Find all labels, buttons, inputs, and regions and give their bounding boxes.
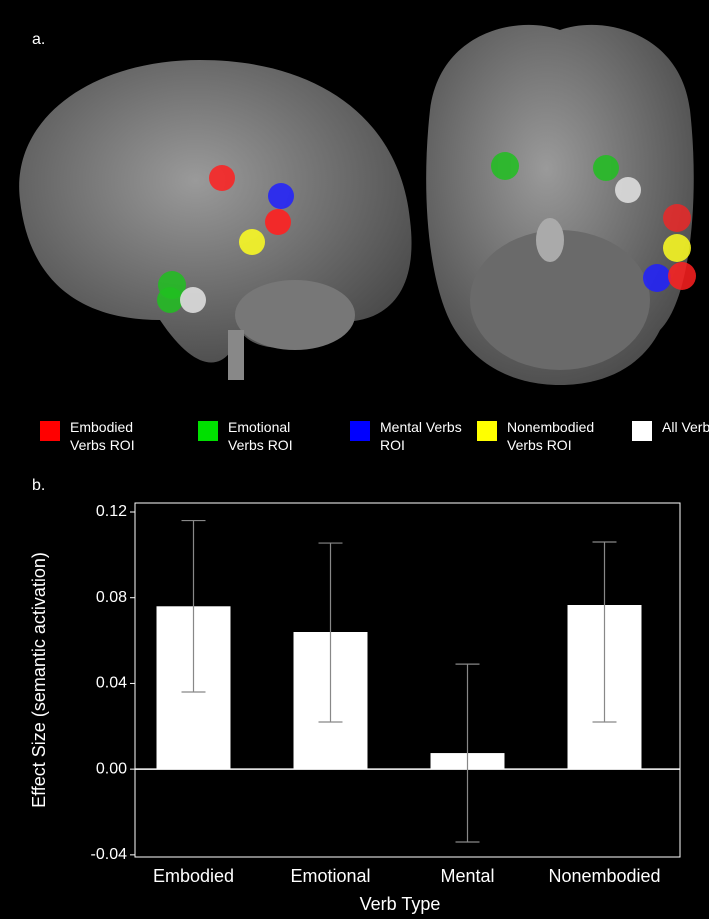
y-tick-label: 0.04 bbox=[96, 675, 127, 692]
panel-label: a. bbox=[32, 31, 45, 48]
legend-swatch bbox=[350, 421, 370, 441]
legend-item: Nonembodied Verbs ROI bbox=[477, 418, 599, 454]
y-tick-label: 0.08 bbox=[96, 589, 127, 606]
x-tick-label: Mental bbox=[440, 866, 494, 886]
brain-ventral bbox=[426, 24, 696, 385]
legend-label: Nonembodied Verbs ROI bbox=[507, 419, 595, 453]
y-tick-label: -0.04 bbox=[91, 846, 128, 863]
legend-item: All Verbs ROI bbox=[632, 418, 709, 441]
legend: Embodied Verbs ROI Emotional Verbs ROI Men… bbox=[40, 418, 709, 462]
legend-swatch bbox=[632, 421, 652, 441]
x-tick-label: Emotional bbox=[290, 866, 370, 886]
y-tick-label: 0.12 bbox=[96, 503, 127, 520]
legend-item: Mental Verbs ROI bbox=[350, 418, 472, 454]
legend-item: Emotional Verbs ROI bbox=[198, 418, 320, 454]
y-tick-label: 0.00 bbox=[96, 760, 127, 777]
legend-label: Emotional Verbs ROI bbox=[228, 419, 293, 453]
x-tick-label: Embodied bbox=[153, 866, 234, 886]
brain-lateral bbox=[19, 60, 412, 380]
legend-item: Embodied Verbs ROI bbox=[40, 418, 162, 454]
legend-swatch bbox=[40, 421, 60, 441]
panel-label: b. bbox=[32, 477, 45, 494]
legend-label: Mental Verbs ROI bbox=[380, 419, 462, 453]
legend-swatch bbox=[477, 421, 497, 441]
legend-swatch bbox=[198, 421, 218, 441]
legend-label: All Verbs ROI bbox=[662, 419, 709, 435]
plot-frame bbox=[134, 502, 681, 858]
legend-label: Embodied Verbs ROI bbox=[70, 419, 135, 453]
x-tick-label: Nonembodied bbox=[548, 866, 660, 886]
y-axis-label: Effect Size (semantic activation) bbox=[29, 552, 49, 808]
x-axis-label: Verb Type bbox=[360, 894, 441, 914]
